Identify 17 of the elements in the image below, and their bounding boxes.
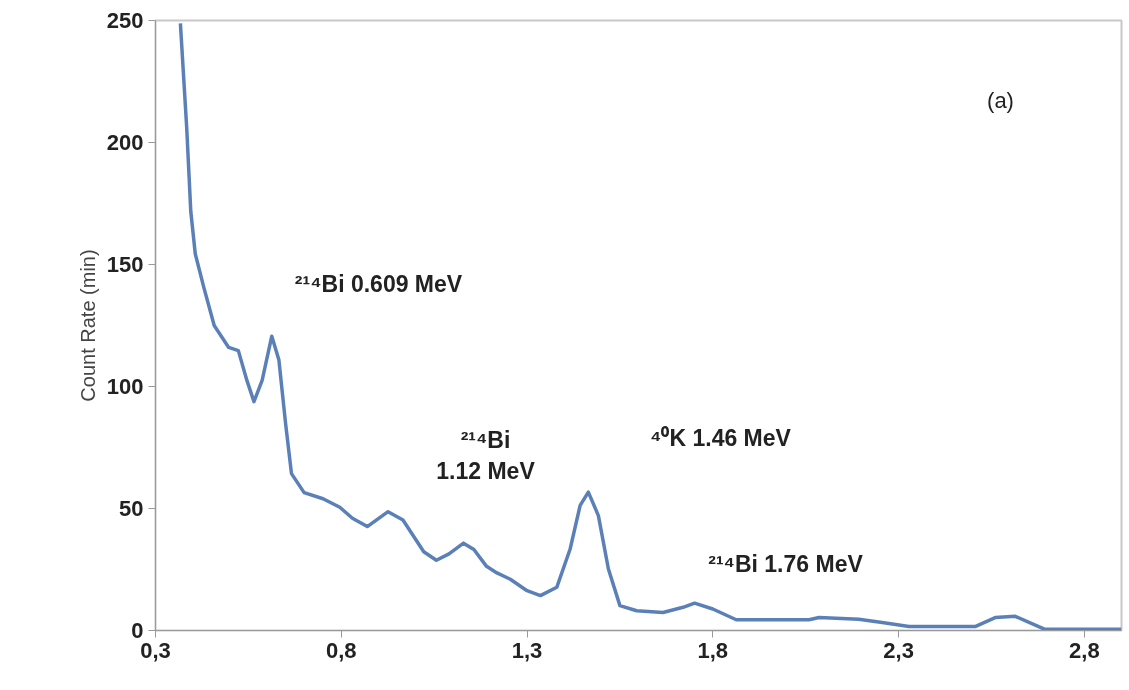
y-tick-label: 150: [106, 252, 144, 277]
y-tick-label: 50: [119, 496, 144, 521]
x-tick-label: 1,3: [511, 637, 543, 663]
y-tick-label: 200: [106, 130, 144, 155]
annotation: (a): [987, 88, 1014, 113]
x-tick-label: 2,8: [1069, 637, 1100, 663]
line-series: [178, 21, 1122, 631]
annotation: ²¹⁴Bi 0.609 MeV: [294, 270, 463, 297]
y-axis-title: Count Rate (min): [76, 249, 99, 402]
x-tick-label: 2,3: [883, 637, 914, 663]
annotation: ⁴⁰K 1.46 MeV: [650, 424, 792, 451]
annotation: ²¹⁴Bi 1.76 MeV: [708, 550, 864, 577]
x-tick-label: 0,8: [325, 637, 357, 663]
y-tick-label: 250: [106, 8, 144, 33]
y-tick-label: 100: [106, 374, 144, 399]
x-tick-label: 1,8: [697, 637, 729, 663]
annotation: ²¹⁴Bi 1.12 MeV: [436, 426, 536, 485]
